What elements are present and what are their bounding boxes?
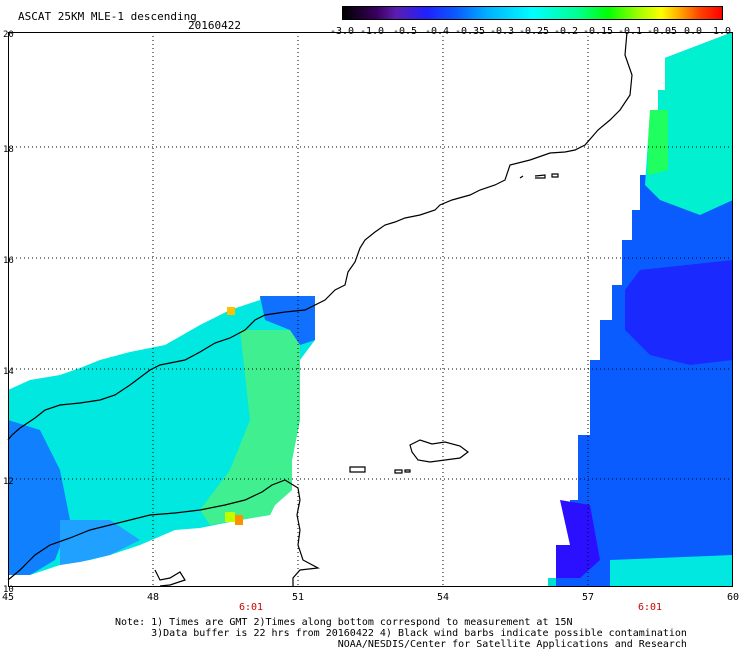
colorbar-label: -0.4 bbox=[424, 26, 450, 37]
colorbar-label: -0.15 bbox=[582, 26, 614, 37]
map-frame bbox=[8, 32, 733, 587]
wind-barb-mark bbox=[154, 569, 186, 587]
lat-label: 14 bbox=[3, 367, 14, 377]
socotra bbox=[409, 439, 469, 463]
right-swath-cyan-south bbox=[610, 555, 733, 587]
lat-label: 18 bbox=[3, 145, 14, 155]
colorbar-label: -0.3 bbox=[489, 26, 515, 37]
colorbar-label: -0.1 bbox=[617, 26, 643, 37]
colorbar-label: -0.25 bbox=[518, 26, 550, 37]
time-label-left: 6:01 bbox=[238, 602, 264, 613]
coastlines bbox=[7, 31, 633, 587]
time-label-right: 6:01 bbox=[637, 602, 663, 613]
colorbar bbox=[342, 6, 723, 20]
left-swath-lime-pixel bbox=[225, 512, 235, 522]
map-title: ASCAT 25KM MLE-1 descending bbox=[18, 10, 197, 23]
right-swath-deep-blue bbox=[625, 260, 733, 365]
note-line-1: Note: 1) Times are GMT 2)Times along bot… bbox=[115, 617, 573, 628]
left-swath-blue-south bbox=[60, 520, 140, 565]
right-swath-green-north bbox=[648, 110, 668, 175]
africa-coast bbox=[7, 479, 320, 587]
lat-label: 10 bbox=[3, 585, 14, 595]
lon-label: 57 bbox=[581, 592, 595, 603]
lat-label: 12 bbox=[3, 477, 14, 487]
lon-label: 54 bbox=[436, 592, 450, 603]
left-swath bbox=[8, 296, 315, 575]
gridlines bbox=[8, 32, 733, 587]
right-swath-corner-pixel bbox=[548, 578, 556, 587]
colorbar-label: 0.0 bbox=[683, 26, 703, 37]
lon-label: 45 bbox=[1, 592, 15, 603]
lat-label: 20 bbox=[3, 30, 14, 40]
colorbar-label: -0.2 bbox=[553, 26, 579, 37]
island-c bbox=[404, 469, 411, 473]
left-swath-blue-west bbox=[8, 420, 70, 575]
colorbar-label: -3.0 bbox=[329, 26, 355, 37]
kuria-islands bbox=[519, 173, 559, 179]
right-swath bbox=[548, 32, 733, 587]
lon-label: 60 bbox=[726, 592, 740, 603]
lon-label: 48 bbox=[146, 592, 160, 603]
arabia-coast bbox=[7, 31, 633, 441]
colorbar-label: -0.5 bbox=[392, 26, 418, 37]
left-swath-yellow-pixel bbox=[227, 307, 235, 315]
left-swath-orange-pixel bbox=[235, 515, 243, 525]
left-swath-blue-ne bbox=[260, 296, 315, 345]
colorbar-label: -0.05 bbox=[646, 26, 678, 37]
island-b bbox=[394, 469, 403, 474]
island-a bbox=[349, 466, 366, 473]
lon-label: 51 bbox=[291, 592, 305, 603]
note-line-3: NOAA/NESDIS/Center for Satellite Applica… bbox=[115, 639, 687, 650]
colorbar-label: 1.0 bbox=[712, 26, 732, 37]
right-swath-violet-patch bbox=[556, 500, 600, 578]
colorbar-label: -0.35 bbox=[454, 26, 486, 37]
lat-label: 16 bbox=[3, 256, 14, 266]
left-swath-green bbox=[200, 330, 300, 525]
note-line-2: 3)Data buffer is 22 hrs from 20160422 4)… bbox=[115, 628, 687, 639]
colorbar-label: -1.0 bbox=[359, 26, 385, 37]
map-date: 20160422 bbox=[188, 19, 241, 32]
